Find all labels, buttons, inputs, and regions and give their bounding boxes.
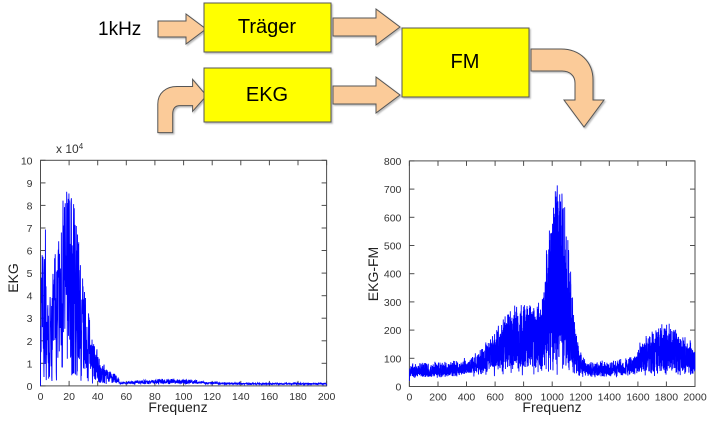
svg-text:300: 300 <box>384 297 402 309</box>
svg-text:7: 7 <box>27 223 33 235</box>
svg-text:0: 0 <box>38 391 44 403</box>
svg-text:4: 4 <box>27 291 33 303</box>
svg-text:60: 60 <box>120 391 132 403</box>
svg-text:400: 400 <box>384 269 402 281</box>
svg-text:EKG-FM: EKG-FM <box>365 247 381 301</box>
svg-text:40: 40 <box>92 391 104 403</box>
svg-text:800: 800 <box>384 156 402 168</box>
svg-text:1: 1 <box>27 358 33 370</box>
svg-text:9: 9 <box>27 178 33 190</box>
svg-text:1600: 1600 <box>626 392 650 404</box>
svg-text:1kHz: 1kHz <box>98 19 141 40</box>
svg-text:10: 10 <box>21 155 33 167</box>
svg-text:0: 0 <box>27 381 33 393</box>
svg-text:3: 3 <box>27 313 33 325</box>
svg-text:0: 0 <box>406 392 412 404</box>
svg-text:x 104: x 104 <box>56 142 84 157</box>
svg-text:200: 200 <box>429 392 447 404</box>
svg-text:140: 140 <box>232 391 250 403</box>
svg-text:180: 180 <box>289 391 307 403</box>
svg-text:EKG: EKG <box>246 84 288 106</box>
svg-text:500: 500 <box>384 241 402 253</box>
svg-text:Träger: Träger <box>238 16 297 38</box>
svg-text:400: 400 <box>458 392 476 404</box>
svg-text:200: 200 <box>384 325 402 337</box>
svg-text:0: 0 <box>396 382 402 394</box>
svg-text:1400: 1400 <box>598 392 622 404</box>
svg-text:FM: FM <box>451 51 480 73</box>
svg-text:700: 700 <box>384 184 402 196</box>
svg-text:Frequenz: Frequenz <box>148 399 207 415</box>
svg-text:Frequenz: Frequenz <box>522 399 581 415</box>
svg-text:600: 600 <box>486 392 504 404</box>
svg-text:20: 20 <box>63 391 75 403</box>
svg-text:2000: 2000 <box>683 392 707 404</box>
svg-text:600: 600 <box>384 212 402 224</box>
svg-text:2: 2 <box>27 336 33 348</box>
svg-text:1800: 1800 <box>655 392 679 404</box>
svg-text:200: 200 <box>318 391 336 403</box>
svg-text:6: 6 <box>27 246 33 258</box>
svg-text:EKG: EKG <box>5 263 21 293</box>
svg-text:160: 160 <box>261 391 279 403</box>
svg-text:8: 8 <box>27 200 33 212</box>
svg-text:100: 100 <box>384 353 402 365</box>
svg-text:5: 5 <box>27 268 33 280</box>
